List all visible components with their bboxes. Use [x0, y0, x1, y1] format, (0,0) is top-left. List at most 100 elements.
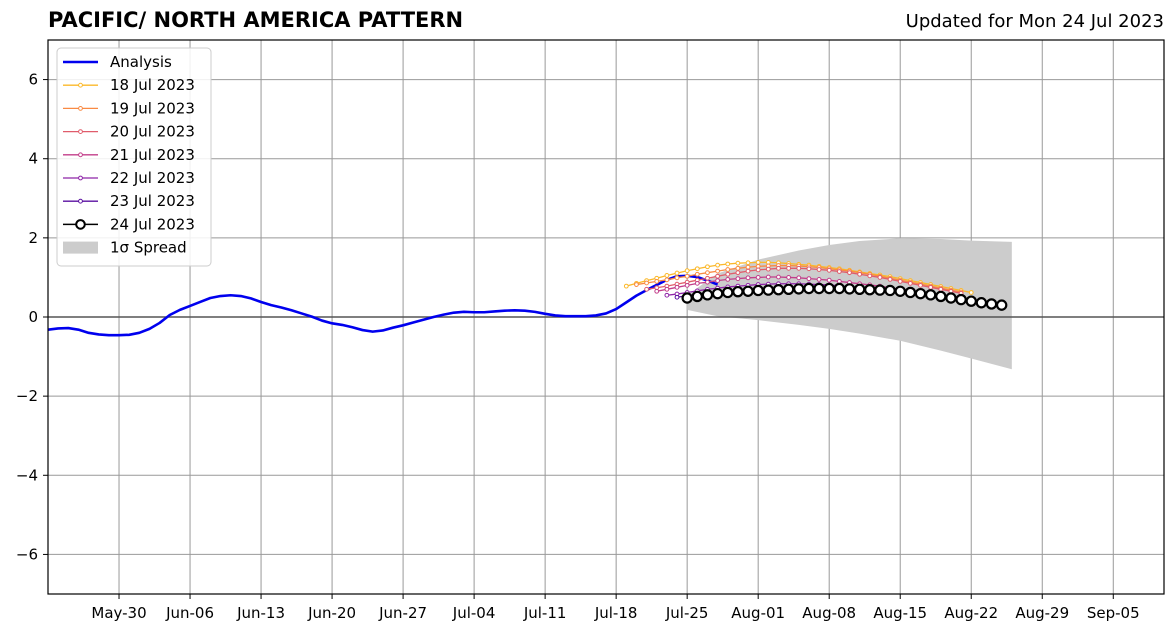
forecast-point	[674, 275, 680, 281]
forecast-point	[705, 270, 710, 276]
y-tick-label: 6	[28, 71, 38, 89]
forecast-point	[874, 284, 886, 296]
forecast-point	[776, 274, 781, 280]
forecast-point	[701, 289, 714, 301]
forecast-point	[735, 276, 741, 282]
legend-entry: 23 Jul 2023	[63, 192, 195, 210]
forecast-point	[995, 299, 1008, 311]
forecast-point	[691, 290, 704, 303]
x-tick-label: Aug-01	[731, 604, 785, 622]
legend-swatch-marker	[78, 198, 83, 204]
legend-swatch-marker	[78, 129, 83, 135]
forecast-point	[887, 277, 893, 282]
forecast-point	[694, 271, 700, 277]
forecast-point	[674, 284, 680, 290]
forecast-point	[694, 266, 700, 272]
y-tick-label: 4	[28, 150, 38, 168]
forecast-point	[735, 265, 741, 271]
legend-label: 19 Jul 2023	[110, 99, 195, 117]
forecast-point	[752, 284, 764, 297]
legend-label: 24 Jul 2023	[110, 215, 195, 233]
forecast-point	[928, 284, 934, 290]
forecast-point	[826, 277, 832, 283]
legend-label: Analysis	[110, 53, 172, 71]
forecast-point	[674, 270, 680, 276]
forecast-point	[755, 275, 761, 280]
forecast-point	[684, 282, 690, 288]
forecast-point	[745, 275, 751, 281]
forecast-point	[867, 273, 873, 279]
forecast-point	[715, 278, 720, 283]
legend-entry: 1σ Spread	[63, 239, 187, 257]
forecast-point	[897, 278, 903, 284]
forecast-point	[715, 273, 720, 279]
legend-label: 1σ Spread	[110, 239, 187, 257]
forecast-point	[843, 283, 856, 295]
legend-entry: 22 Jul 2023	[63, 169, 195, 187]
forecast-point	[745, 260, 751, 266]
forecast-point	[725, 267, 731, 272]
x-tick-label: Jul-18	[594, 604, 638, 622]
legend-swatch-marker	[78, 106, 83, 111]
forecast-point	[765, 266, 771, 272]
x-tick-label: Jun-13	[236, 604, 285, 622]
forecast-point	[715, 268, 720, 274]
legend-entry: 20 Jul 2023	[63, 123, 195, 141]
forecast-point	[664, 277, 670, 283]
forecast-point	[806, 266, 812, 272]
forecast-point	[654, 278, 660, 284]
forecast-point	[884, 284, 896, 297]
forecast-point	[711, 287, 724, 300]
legend-entry: 18 Jul 2023	[63, 76, 195, 94]
forecast-point	[938, 286, 944, 292]
forecast-point	[945, 292, 957, 304]
forecast-point	[985, 298, 998, 310]
forecast-point	[705, 275, 710, 281]
forecast-point	[965, 295, 977, 307]
forecast-point	[823, 282, 835, 295]
forecast-point	[725, 261, 731, 267]
forecast-point	[735, 260, 741, 266]
forecast-point	[968, 290, 974, 295]
forecast-point	[975, 297, 988, 309]
legend-swatch-spread	[63, 241, 98, 254]
chart-subtitle: Updated for Mon 24 Jul 2023	[905, 11, 1164, 32]
forecast-point	[684, 268, 690, 274]
forecast-point	[715, 262, 720, 268]
forecast-point	[623, 283, 629, 289]
forecast-point	[796, 275, 802, 281]
forecast-point	[786, 265, 792, 271]
x-tick-label: Aug-15	[873, 604, 927, 622]
legend-label: 23 Jul 2023	[110, 192, 195, 210]
forecast-point	[894, 285, 906, 297]
y-tick-label: −6	[16, 545, 38, 563]
forecast-point	[745, 268, 751, 274]
forecast-point	[857, 271, 863, 277]
x-tick-label: Aug-08	[802, 604, 856, 622]
forecast-point	[907, 280, 913, 286]
forecast-point	[918, 282, 923, 288]
forecast-point	[924, 289, 937, 301]
forecast-point	[634, 282, 639, 287]
forecast-point	[847, 270, 852, 276]
forecast-series	[681, 282, 1008, 311]
forecast-point	[806, 276, 812, 282]
forecast-point	[664, 292, 670, 298]
forecast-point	[654, 288, 660, 294]
forecast-point	[745, 264, 751, 270]
y-tick-label: 0	[28, 308, 38, 326]
forecast-point	[762, 284, 775, 296]
legend-label: 20 Jul 2023	[110, 123, 195, 141]
legend-entry: 24 Jul 2023	[63, 215, 195, 233]
legend-entry: Analysis	[63, 53, 172, 71]
forecast-point	[776, 265, 781, 271]
x-tick-label: Jul-04	[452, 604, 496, 622]
x-tick-label: Sep-05	[1087, 604, 1140, 622]
forecast-point	[904, 286, 917, 299]
forecast-point	[674, 294, 680, 300]
chart-title: PACIFIC/ NORTH AMERICA PATTERN	[48, 8, 464, 32]
forecast-point	[725, 271, 731, 277]
series-layer	[47, 259, 1008, 337]
forecast-point	[836, 269, 842, 274]
forecast-point	[864, 283, 876, 296]
